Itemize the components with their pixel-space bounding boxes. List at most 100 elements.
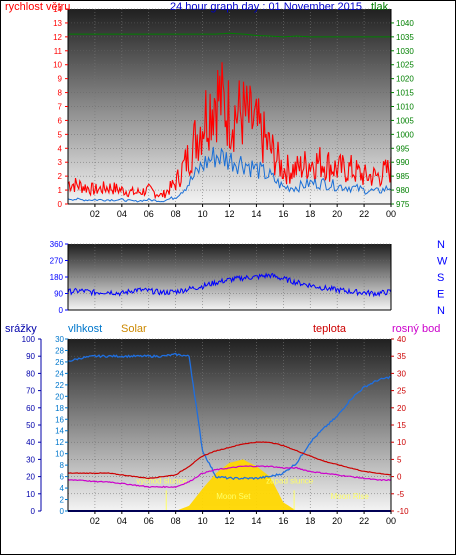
sunrise-label: východ slunce (136, 476, 187, 485)
wind-panel-x-tick-label: 02 (90, 209, 100, 219)
wind-panel-x-tick-label: 04 (117, 209, 127, 219)
humidity-tick-label: 2 (60, 496, 65, 505)
wind-left-tick-label: 2 (58, 172, 63, 181)
rain-tick-label: 20 (26, 473, 35, 482)
series-solar (68, 459, 391, 511)
climate-panel-x-tick-label: 20 (332, 516, 342, 526)
wind-axis-title: rychlost větru (5, 1, 70, 13)
wind-left-tick-label: 1 (58, 186, 63, 195)
humidity-tick-label: 12 (55, 438, 64, 447)
humidity-tick-label: 26 (55, 358, 64, 367)
climate-panel-x-tick-label: 22 (359, 516, 369, 526)
solar-axis-title: Solar (121, 323, 147, 335)
pressure-right-tick-label: 985 (396, 172, 410, 181)
climate-panel-x-tick-label: 14 (251, 516, 261, 526)
wind-panel-x-tick-label: 20 (332, 209, 342, 219)
compass-letter: S (437, 272, 444, 284)
humidity-tick-label: 6 (60, 473, 65, 482)
temp-tick-label: 0 (397, 473, 402, 482)
climate-panel-x-tick-label: 18 (305, 516, 315, 526)
direction-left-tick-label: 360 (50, 240, 64, 249)
humidity-tick-label: 30 (55, 335, 64, 344)
wind-left-tick-label: 8 (58, 89, 63, 98)
compass-letter: E (437, 289, 444, 301)
humidity-tick-label: 14 (55, 427, 64, 436)
pressure-right-tick-label: 990 (396, 158, 410, 167)
wind-left-tick-label: 12 (53, 33, 62, 42)
wind-left-tick-label: 11 (54, 47, 63, 56)
direction-left-tick-label: 90 (54, 290, 63, 299)
wind-panel-x-tick-label: 08 (171, 209, 181, 219)
rain-axis-title: srážky (5, 323, 37, 335)
humidity-tick-label: 28 (55, 346, 64, 355)
wind-panel-x-tick-label: 06 (144, 209, 154, 219)
pressure-right-tick-label: 1000 (396, 130, 414, 139)
pressure-right-tick-label: 1010 (396, 103, 414, 112)
rain-tick-label: 70 (26, 387, 35, 396)
climate-panel-x-tick-label: 10 (198, 516, 208, 526)
temp-tick-label: 25 (397, 387, 406, 396)
wind-panel-x-tick-label: 10 (198, 209, 208, 219)
direction-left-tick-label: 0 (59, 306, 64, 315)
wind-left-tick-label: 9 (58, 75, 63, 84)
pressure-right-tick-label: 1025 (396, 61, 414, 70)
climate-panel-x-tick-label: 04 (117, 516, 127, 526)
humidity-tick-label: 4 (60, 484, 65, 493)
temp-tick-label: 40 (397, 335, 406, 344)
temp-tick-label: 30 (397, 369, 406, 378)
climate-panel-x-tick-label: 16 (278, 516, 288, 526)
series-wind-avg (67, 146, 392, 203)
pressure-axis-title: tlak (371, 1, 389, 13)
wind-panel-x-tick-label: 22 (359, 209, 369, 219)
sunset-label: západ slunce (266, 476, 314, 485)
humidity-tick-label: 0 (60, 507, 65, 516)
pressure-right-tick-label: 980 (396, 186, 410, 195)
wind-panel-x-tick-label: 14 (251, 209, 261, 219)
dewpoint-axis-title: rosný bod (392, 323, 440, 335)
pressure-right-tick-label: 1020 (396, 75, 414, 84)
pressure-right-tick-label: 1005 (396, 116, 414, 125)
chart-title: 24 hour graph day : 01 November 2015 (170, 1, 362, 13)
wind-left-tick-label: 6 (58, 116, 63, 125)
series-pressure (68, 32, 391, 38)
humidity-tick-label: 10 (55, 450, 64, 459)
rain-tick-label: 100 (22, 335, 36, 344)
pressure-right-tick-label: 975 (396, 200, 410, 209)
wind-left-tick-label: 7 (58, 103, 63, 112)
rain-tick-label: 90 (26, 352, 35, 361)
wind-panel-x-tick-label: 16 (278, 209, 288, 219)
temp-tick-label: 15 (397, 421, 406, 430)
series-dewpoint (67, 465, 392, 489)
series-wind-direction (67, 272, 392, 298)
compass-letter: W (437, 256, 448, 268)
rain-tick-label: 40 (26, 438, 35, 447)
rain-tick-label: 30 (26, 455, 35, 464)
pressure-right-tick-label: 1040 (396, 19, 414, 28)
pressure-right-tick-label: 1015 (396, 89, 414, 98)
humidity-tick-label: 24 (55, 369, 64, 378)
moonrise-label: Moon Rise (331, 492, 370, 501)
humidity-axis-title: vlhkost (68, 323, 102, 335)
humidity-tick-label: 20 (55, 392, 64, 401)
temperature-axis-title: teplota (313, 323, 347, 335)
temp-tick-label: -10 (397, 507, 409, 516)
wind-panel-x-tick-label: 12 (224, 209, 234, 219)
wind-left-tick-label: 5 (58, 130, 63, 139)
pressure-right-tick-label: 1030 (396, 47, 414, 56)
wind-panel-x-tick-label: 00 (386, 209, 396, 219)
humidity-tick-label: 18 (55, 404, 64, 413)
wind-left-tick-label: 10 (53, 61, 62, 70)
series-temperature (67, 441, 392, 480)
wind-left-tick-label: 14 (53, 5, 62, 14)
climate-panel-x-tick-label: 12 (224, 516, 234, 526)
wind-panel-x-tick-label: 18 (305, 209, 315, 219)
compass-letter: N (437, 305, 445, 317)
humidity-tick-label: 22 (55, 381, 64, 390)
series-wind-gust (67, 62, 392, 200)
rain-tick-label: 10 (26, 490, 35, 499)
pressure-right-tick-label: 1035 (396, 33, 414, 42)
compass-letter: N (437, 239, 445, 251)
rain-tick-label: 50 (26, 421, 35, 430)
